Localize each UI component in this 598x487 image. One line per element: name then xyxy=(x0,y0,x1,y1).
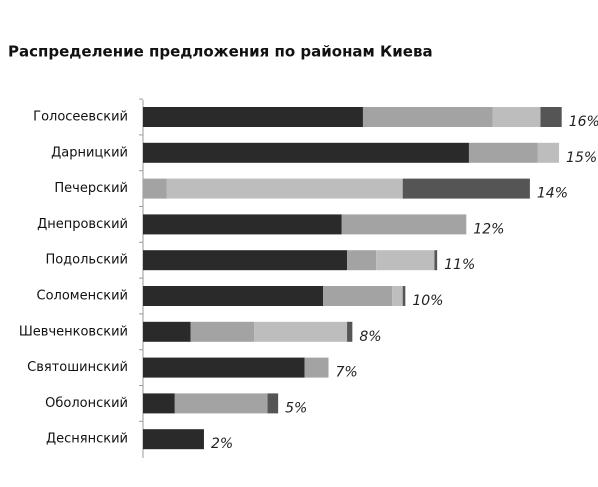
bar-segment xyxy=(341,214,467,235)
total-label: 10% xyxy=(412,293,443,309)
category-label: Подольский xyxy=(45,253,128,268)
bar-segment xyxy=(143,429,204,450)
bar-segment xyxy=(540,107,562,127)
bar-segment xyxy=(143,321,191,342)
bar-segment xyxy=(143,142,469,163)
category-label: Днепровский xyxy=(37,217,128,232)
bar-segment xyxy=(143,357,305,378)
bar-segment xyxy=(143,250,348,271)
total-label: 12% xyxy=(473,221,504,237)
category-label: Печерский xyxy=(54,181,128,196)
total-label: 15% xyxy=(566,150,597,166)
bar-segment xyxy=(143,286,324,306)
bar-segment xyxy=(304,357,329,378)
category-label: Соломенский xyxy=(37,289,129,304)
bar-segment xyxy=(166,178,403,199)
category-label: Деснянский xyxy=(46,432,128,447)
bar-segment xyxy=(143,393,175,414)
category-label: Оболонский xyxy=(45,396,128,411)
bar-segment xyxy=(323,286,393,306)
bar-segment xyxy=(402,178,530,199)
bar-segment xyxy=(376,250,435,271)
total-label: 14% xyxy=(537,186,568,202)
bar-segment xyxy=(468,142,538,163)
bar-segment xyxy=(537,142,560,163)
total-label: 16% xyxy=(569,114,598,130)
chart-title: Распределение предложения по районам Кие… xyxy=(8,43,433,61)
total-label: 2% xyxy=(211,436,233,452)
total-label: 7% xyxy=(336,365,358,381)
bar-segment xyxy=(143,178,167,199)
category-label: Дарницкий xyxy=(51,145,128,160)
bar-segment xyxy=(402,286,406,306)
bar-segment xyxy=(143,214,342,235)
bar-segment xyxy=(143,107,363,127)
total-label: 8% xyxy=(359,329,381,345)
category-label: Голосеевский xyxy=(33,110,128,125)
category-label: Шевченковский xyxy=(19,324,128,339)
bar-segment xyxy=(347,250,377,271)
bar-segment xyxy=(347,321,353,342)
bar-segment xyxy=(392,286,403,306)
bar-segment xyxy=(267,393,279,414)
total-label: 5% xyxy=(285,400,307,416)
bar-segment xyxy=(190,321,255,342)
bar-segment xyxy=(174,393,268,414)
category-label: Святошинский xyxy=(27,360,128,375)
bar-segment xyxy=(492,107,541,127)
bar-segment xyxy=(434,250,438,271)
bar-segment xyxy=(254,321,348,342)
bar-segment xyxy=(362,107,493,127)
total-label: 11% xyxy=(444,257,475,273)
